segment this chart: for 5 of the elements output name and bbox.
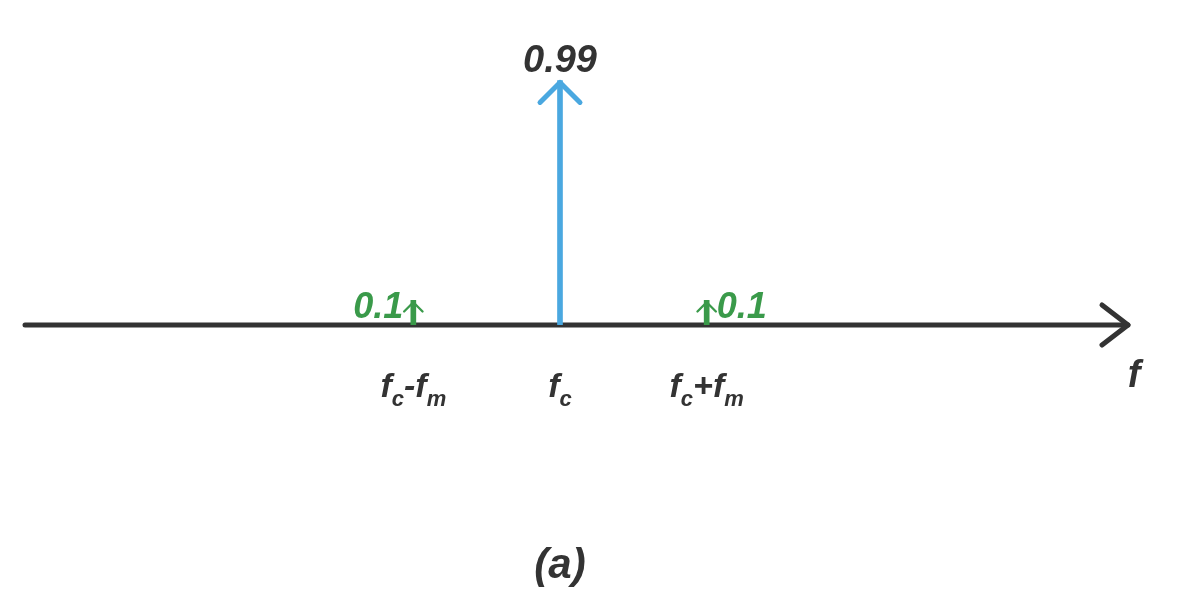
data-label: 0.99 (523, 38, 597, 81)
text: (a) (534, 540, 586, 587)
data-label: 0.1 (716, 285, 767, 327)
text: f (1127, 353, 1144, 395)
data-label: 0.1 (353, 285, 404, 327)
